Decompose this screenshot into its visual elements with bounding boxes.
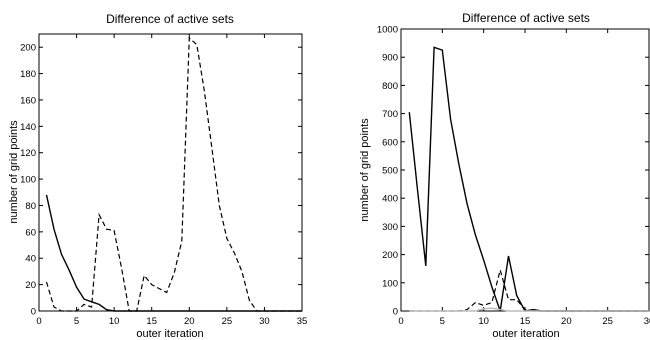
left-x-tick-label: 30 <box>259 316 270 327</box>
left-y-tick-label: 140 <box>20 122 36 133</box>
right-plot-frame <box>400 28 650 312</box>
right-y-tick-label: 400 <box>382 194 398 205</box>
left-x-tick-label: 35 <box>297 316 308 327</box>
left-chart-title: Difference of active sets <box>106 12 234 26</box>
left-plot-frame <box>38 33 303 312</box>
right-y-tick-label: 800 <box>382 81 398 92</box>
left-y-tick-label: 0 <box>31 307 36 318</box>
right-x-tick-label: 30 <box>644 316 650 327</box>
right-y-tick-label: 100 <box>382 278 398 289</box>
right-series-3-solid-line <box>409 307 649 312</box>
right-y-tick-label: 0 <box>393 307 398 318</box>
left-x-tick-label: 10 <box>109 316 120 327</box>
right-x-tick-label: 10 <box>478 316 489 327</box>
left-chart: Difference of active sets outer iteratio… <box>8 12 307 340</box>
left-x-tick-label: 25 <box>222 316 233 327</box>
left-axis-ticks: 0 5 10 15 20 25 30 35 0 20 40 60 80 100 120 140 160 180 20… <box>20 34 307 327</box>
left-y-tick-label: 180 <box>20 69 36 80</box>
left-x-tick-label: 0 <box>36 316 41 327</box>
right-series-lines <box>408 46 649 312</box>
right-y-tick-label: 900 <box>382 53 398 64</box>
left-x-tick-label: 20 <box>184 316 195 327</box>
left-y-tick-label: 200 <box>20 43 36 54</box>
left-y-tick-label: 60 <box>25 227 36 238</box>
right-chart-title: Difference of active sets <box>462 11 590 25</box>
right-x-tick-label: 0 <box>398 316 403 327</box>
right-x-tick-label: 5 <box>440 316 445 327</box>
left-x-tick-label: 5 <box>74 316 79 327</box>
right-chart: Difference of active sets outer iteratio… <box>359 11 650 340</box>
left-series-2-dashed-line <box>45 36 302 312</box>
right-series-2-dashed-line <box>409 267 649 312</box>
right-y-axis-label: number of grid points <box>359 118 371 222</box>
right-y-tick-label: 500 <box>382 166 398 177</box>
right-y-tick-label: 700 <box>382 109 398 120</box>
left-y-tick-label: 40 <box>25 254 36 265</box>
left-series-lines <box>45 36 302 312</box>
left-y-tick-label: 120 <box>20 148 36 159</box>
right-series-1-solid-line <box>408 46 649 312</box>
left-y-tick-label: 100 <box>20 175 36 186</box>
left-y-axis-label: number of grid points <box>8 120 20 224</box>
right-axis-ticks: 0510152025300100200300400500600700800900… <box>377 25 650 328</box>
left-y-tick-label: 80 <box>25 201 36 212</box>
left-x-tick-label: 15 <box>146 316 157 327</box>
left-y-tick-label: 160 <box>20 95 36 106</box>
left-x-axis-label: outer iteration <box>136 328 203 340</box>
right-y-tick-label: 600 <box>382 137 398 148</box>
right-y-tick-label: 300 <box>382 222 398 233</box>
right-x-tick-label: 25 <box>602 316 613 327</box>
left-y-tick-label: 20 <box>25 280 36 291</box>
right-y-tick-label: 200 <box>382 250 398 261</box>
right-x-axis-label: outer iteration <box>492 328 559 340</box>
left-series-1-solid-line <box>45 194 302 312</box>
right-x-tick-label: 15 <box>520 316 531 327</box>
right-y-tick-label: 1000 <box>377 25 398 36</box>
right-x-tick-label: 20 <box>561 316 572 327</box>
